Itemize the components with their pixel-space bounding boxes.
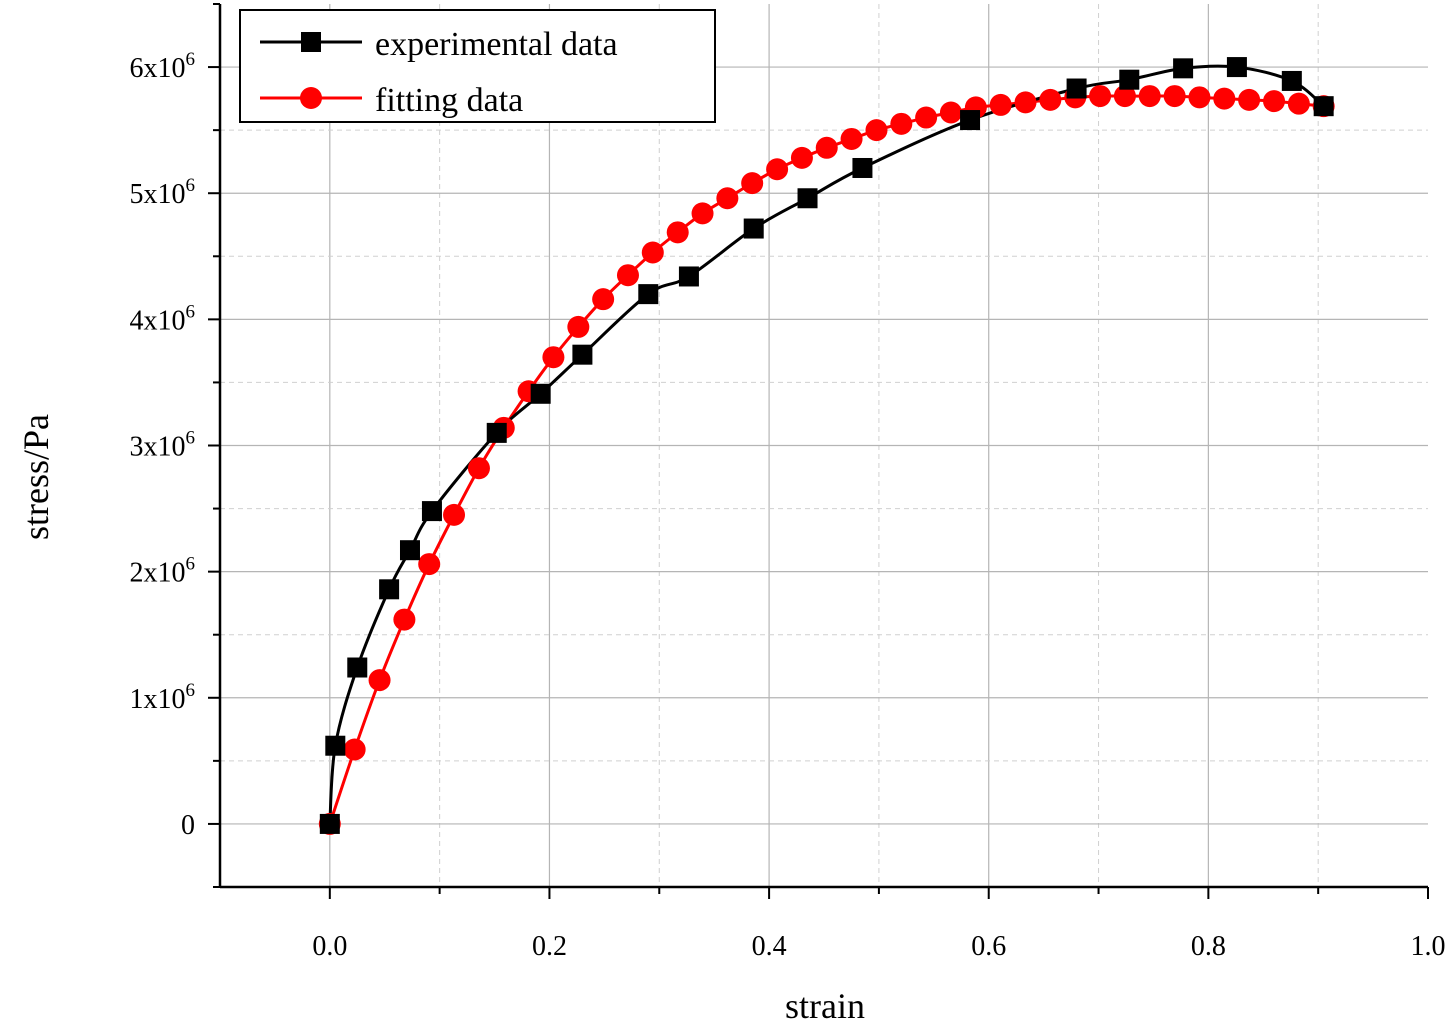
experimental-data-point — [1173, 58, 1194, 79]
y-tick-label: 6x106 — [130, 49, 196, 84]
fitting-data-point — [989, 93, 1012, 116]
fitting-data-point — [766, 158, 789, 181]
fitting-data-point — [815, 136, 838, 159]
x-tick-label: 0.8 — [1191, 931, 1226, 962]
experimental-data-point — [743, 218, 764, 239]
legend-label-experimental: experimental data — [375, 26, 618, 63]
y-tick-label: 3x106 — [130, 428, 196, 463]
experimental-data-point — [319, 813, 340, 834]
fitting-data-point — [641, 241, 664, 264]
legend-marker-fitting — [300, 87, 322, 109]
fitting-data-point — [741, 172, 764, 195]
legend: experimental data fitting data — [239, 9, 716, 123]
experimental-data-point — [1281, 70, 1302, 91]
fitting-data-point — [1163, 85, 1186, 108]
experimental-data-point — [678, 266, 699, 287]
experimental-data-point — [1119, 69, 1140, 90]
fitting-data-point — [915, 106, 938, 129]
fitting-data-point — [1089, 85, 1112, 108]
fitting-data-point — [666, 221, 689, 244]
x-axis-title: strain — [785, 986, 865, 1025]
fitting-data-point — [1263, 90, 1286, 113]
fitting-data-point — [443, 503, 466, 526]
experimental-data-point — [399, 540, 420, 561]
x-tick-label: 1.0 — [1411, 931, 1446, 962]
experimental-data-point — [797, 188, 818, 209]
fitting-data-point — [343, 738, 366, 761]
fitting-data-point — [542, 346, 565, 369]
experimental-data-point — [379, 579, 400, 600]
y-axis-title: stress/Pa — [16, 414, 56, 540]
experimental-data-point — [960, 110, 981, 131]
x-tick-label: 0.0 — [312, 931, 347, 962]
fitting-data-point — [1287, 92, 1310, 115]
fitting-data-point — [1113, 85, 1136, 108]
experimental-data-point — [530, 383, 551, 404]
fitting-data-point — [1213, 87, 1236, 110]
experimental-data-point — [1313, 96, 1334, 117]
y-tick-label: 4x106 — [130, 301, 196, 336]
fitting-data-point — [616, 264, 639, 287]
legend-label-fitting: fitting data — [375, 82, 523, 119]
fitting-data-point — [567, 315, 590, 338]
fitting-data-point — [865, 119, 888, 142]
fitting-data-point — [393, 608, 416, 631]
y-tick-label: 2x106 — [130, 554, 196, 589]
experimental-data-point — [486, 422, 507, 443]
y-tick-label: 5x106 — [130, 175, 196, 210]
fitting-data-point — [1039, 88, 1062, 111]
axes-layer: 0.0 0.2 0.4 0.6 0.8 1.0 0 1x106 2x106 3x106 4x106 5… — [130, 3, 1446, 962]
series-layer — [318, 57, 1335, 835]
experimental-data-point — [325, 735, 346, 756]
fitting-data-point — [840, 127, 863, 150]
fitting-data-point — [368, 669, 391, 692]
experimental-data-point — [638, 284, 659, 305]
fitting-data-point — [1238, 88, 1261, 111]
experimental-data-point — [347, 657, 368, 678]
x-tick-label: 0.6 — [971, 931, 1006, 962]
experimental-data-point — [1226, 57, 1247, 78]
y-tick-label: 1x106 — [130, 680, 196, 715]
fitting-data-point — [1014, 91, 1037, 114]
grid-layer — [220, 4, 1428, 887]
experimental-data-point — [1066, 78, 1087, 99]
y-tick-label: 0 — [181, 810, 195, 841]
fitting-data-point — [1138, 85, 1161, 108]
fitting-data-point — [467, 457, 490, 480]
legend-marker-experimental — [301, 32, 321, 52]
fitting-data-point — [691, 202, 714, 225]
experimental-data-point — [852, 157, 873, 178]
x-tick-label: 0.2 — [532, 931, 567, 962]
fitting-data-point — [716, 187, 739, 210]
fitting-data-point — [790, 146, 813, 169]
fitting-data-point — [1188, 86, 1211, 109]
fitting-data-point — [890, 112, 913, 135]
fitting-data-point — [592, 288, 615, 311]
experimental-data-point — [421, 501, 442, 522]
fitting-data-point — [418, 553, 441, 576]
experimental-data-point — [572, 344, 593, 365]
x-tick-label: 0.4 — [752, 931, 787, 962]
fitting-data-point — [939, 101, 962, 124]
